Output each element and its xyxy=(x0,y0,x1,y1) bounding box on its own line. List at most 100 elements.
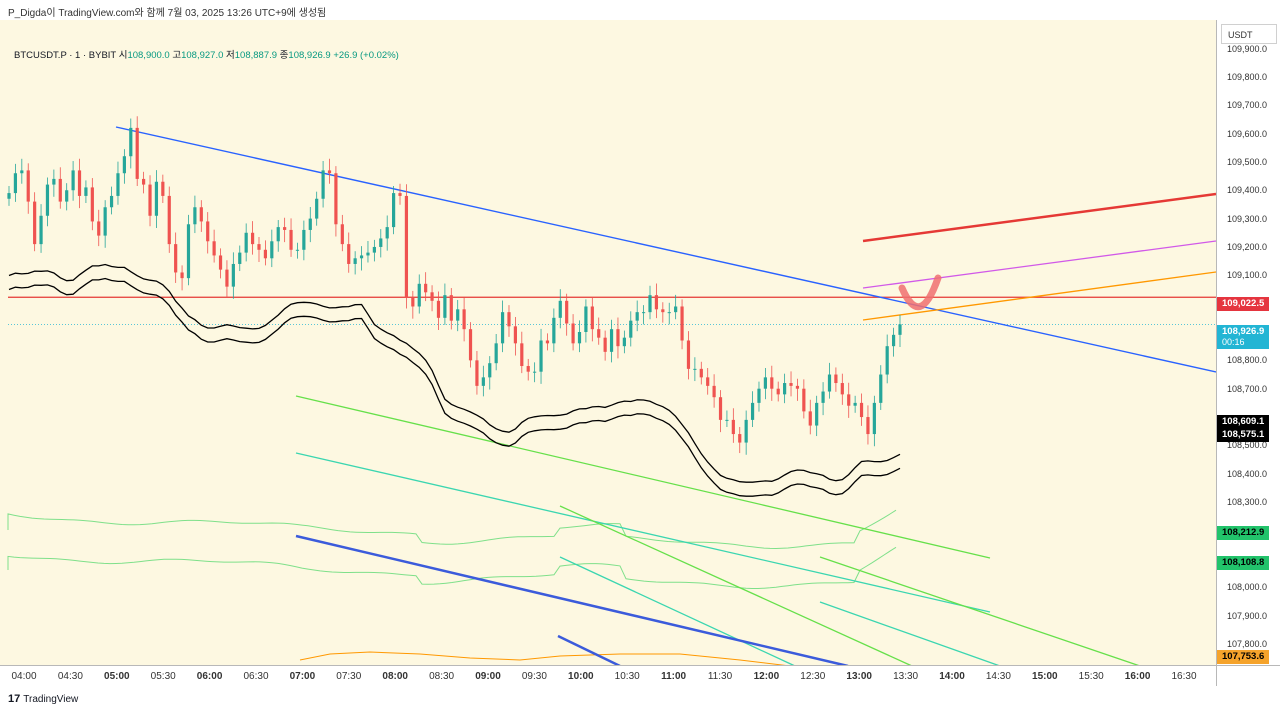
candle-body xyxy=(584,306,588,332)
candle-body xyxy=(90,187,94,222)
candle-body xyxy=(539,340,543,372)
candle-body xyxy=(295,249,300,251)
candle-body xyxy=(39,215,43,245)
candle-body xyxy=(609,329,614,352)
price-tick-label: 107,900.0 xyxy=(1227,610,1268,621)
candle-body xyxy=(174,244,178,273)
price-tick-label: 109,200.0 xyxy=(1227,241,1268,252)
candle-body xyxy=(757,388,761,403)
candle-body xyxy=(802,388,806,412)
candlesticks xyxy=(7,116,902,455)
envelope-upper-line xyxy=(8,263,901,483)
candle-body xyxy=(789,383,793,386)
green-band-lower-label: 108,108.8 xyxy=(1217,556,1269,570)
symbol-legend[interactable]: BTCUSDT.P · 1 · BYBIT 시108,900.0 고108,92… xyxy=(14,47,399,61)
candle-body xyxy=(693,368,697,370)
teal-trendline-1 xyxy=(295,452,991,613)
candle-body xyxy=(392,193,396,228)
candle-body xyxy=(199,207,203,222)
candle-body xyxy=(558,300,562,318)
candle-body xyxy=(879,374,883,403)
open-value: 108,900.0 xyxy=(127,50,170,61)
green-trendline-1 xyxy=(295,395,991,559)
candle-body xyxy=(507,312,511,327)
candle-body xyxy=(263,249,268,259)
candle-body xyxy=(738,434,742,443)
time-tick-label: 05:00 xyxy=(104,671,130,682)
candle-body xyxy=(629,320,633,338)
candle-body xyxy=(866,417,870,435)
candle-body xyxy=(379,238,383,247)
last-price-value: 108,926.9 xyxy=(1222,326,1265,337)
candle-body xyxy=(565,300,569,324)
time-tick-label: 05:30 xyxy=(150,671,176,682)
candle-body xyxy=(718,397,723,420)
price-tick-label: 108,300.0 xyxy=(1227,497,1268,508)
candle-body xyxy=(827,374,832,392)
green-band-upper-label: 108,212.9 xyxy=(1217,526,1269,540)
candle-body xyxy=(526,366,530,372)
bar-countdown: 00:16 xyxy=(1222,337,1245,347)
candle-body xyxy=(347,244,351,264)
time-tick-label: 12:30 xyxy=(800,671,826,682)
envelope-lower-line xyxy=(8,277,901,497)
candle-body xyxy=(815,402,819,426)
time-tick-label: 08:00 xyxy=(382,671,408,682)
time-axis[interactable]: 04:00 04:30 05:00 05:30 06:00 06:30 07:00 07:30… xyxy=(0,665,1216,686)
candle-body xyxy=(161,181,165,196)
time-tick-label: 09:30 xyxy=(521,671,547,682)
candle-body xyxy=(122,156,126,174)
candle-body xyxy=(398,193,402,196)
price-tick-label: 109,100.0 xyxy=(1227,270,1268,281)
candle-body xyxy=(231,263,235,287)
candle-body xyxy=(436,300,441,318)
candle-body xyxy=(129,127,133,157)
time-tick-label: 11:30 xyxy=(707,671,733,682)
change-value: +26.9 (+0.02%) xyxy=(333,50,399,61)
time-tick-label: 07:30 xyxy=(336,671,362,682)
price-chart-canvas[interactable] xyxy=(0,20,1216,686)
price-tick-label: 108,700.0 xyxy=(1227,383,1268,394)
candle-body xyxy=(776,388,780,395)
candle-body xyxy=(404,195,409,298)
symbol-name: BTCUSDT.P · 1 · BYBIT xyxy=(14,50,117,61)
price-tick-label: 108,500.0 xyxy=(1227,440,1268,451)
candle-body xyxy=(302,229,306,250)
price-tick-label: 108,000.0 xyxy=(1227,582,1268,593)
envelope-lower-label: 108,575.1 xyxy=(1217,428,1269,442)
candle-body xyxy=(276,227,280,242)
candle-body xyxy=(52,178,56,185)
candle-body xyxy=(635,312,639,321)
currency-unit-button[interactable]: USDT xyxy=(1221,24,1277,44)
candle-body xyxy=(315,198,319,219)
price-axis[interactable]: USDT 109,900.0 109,800.0 109,700.0 109,600.… xyxy=(1216,20,1280,686)
candle-body xyxy=(533,371,537,373)
time-tick-label: 15:30 xyxy=(1078,671,1104,682)
candle-body xyxy=(443,295,447,318)
tradingview-brand[interactable]: 17 TradingView xyxy=(8,693,78,705)
candle-body xyxy=(571,323,575,344)
candle-body xyxy=(257,244,261,250)
candle-body xyxy=(731,419,735,435)
candle-body xyxy=(340,224,344,245)
time-tick-label: 10:30 xyxy=(614,671,640,682)
candle-body xyxy=(20,170,24,174)
chart-pane[interactable]: BTCUSDT.P · 1 · BYBIT 시108,900.0 고108,92… xyxy=(0,20,1216,686)
candle-body xyxy=(148,184,152,216)
time-tick-label: 04:00 xyxy=(11,671,37,682)
candle-body xyxy=(513,326,517,344)
last-price-label: 108,926.9 00:16 xyxy=(1217,325,1269,349)
candle-body xyxy=(353,258,357,264)
time-tick-label: 14:00 xyxy=(939,671,965,682)
candle-body xyxy=(680,306,684,341)
high-label: 고 xyxy=(172,50,182,61)
time-tick-label: 09:00 xyxy=(475,671,501,682)
candle-body xyxy=(135,127,139,179)
candle-body xyxy=(250,232,255,245)
candle-body xyxy=(725,419,729,421)
candle-body xyxy=(218,255,223,270)
candle-body xyxy=(654,295,659,310)
candle-body xyxy=(520,343,524,367)
candle-body xyxy=(763,377,767,389)
time-tick-label: 06:30 xyxy=(243,671,269,682)
